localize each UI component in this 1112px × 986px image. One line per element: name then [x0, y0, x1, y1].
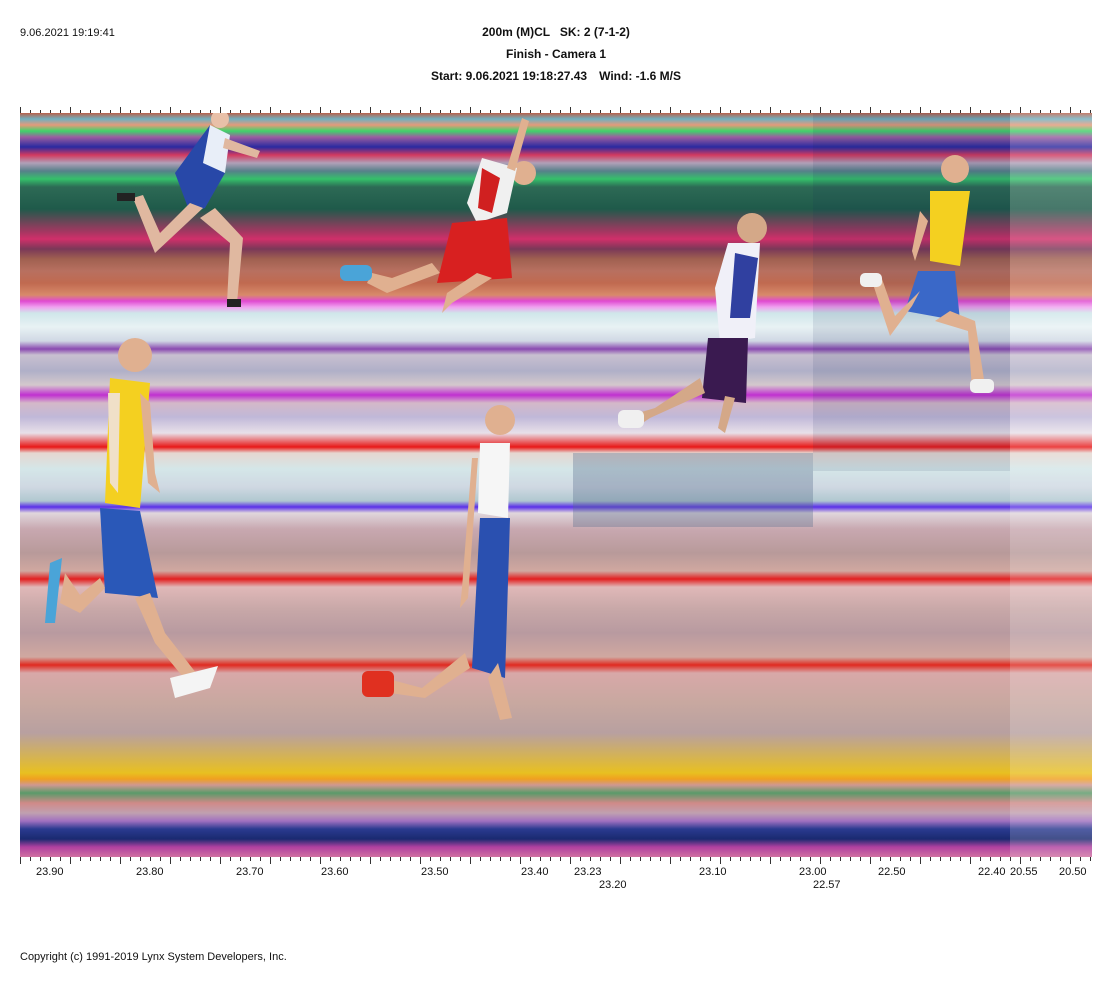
finish-photo[interactable] [20, 113, 1092, 857]
start-wind-line: Start: 9.06.2021 19:18:27.43 Wind: -1.6 M… [0, 69, 1112, 83]
axis-label: 23.50 [421, 866, 449, 878]
runner-red-white-icon[interactable] [332, 113, 542, 323]
axis-label: 20.55 [1010, 866, 1038, 878]
axis-label: 23.23 [574, 866, 602, 878]
axis-label: 22.40 [978, 866, 1006, 878]
axis-label: 22.57 [813, 879, 841, 891]
axis-label: 20.50 [1059, 866, 1087, 878]
photo-segment-shadow [573, 453, 813, 527]
runner-yellow-blue-bottom-icon[interactable] [40, 333, 230, 713]
axis-label: 23.10 [699, 866, 727, 878]
wind-reading: Wind: -1.6 M/S [599, 69, 681, 83]
runner-yellow-top-icon[interactable] [860, 151, 1010, 401]
camera-label: Finish - Camera 1 [505, 47, 607, 61]
runner-blue-white-top-icon[interactable] [115, 113, 275, 313]
runner-white-blue-bottom-icon[interactable] [350, 398, 550, 733]
timestamp: 9.06.2021 19:19:41 [20, 27, 115, 39]
runner-blue-red-white-icon[interactable] [610, 198, 785, 438]
axis-label: 23.20 [599, 879, 627, 891]
axis-label: 23.70 [236, 866, 264, 878]
photo-segment-right [1010, 113, 1092, 857]
start-time: Start: 9.06.2021 19:18:27.43 [431, 69, 588, 83]
axis-label: 23.40 [521, 866, 549, 878]
copyright: Copyright (c) 1991-2019 Lynx System Deve… [20, 951, 287, 963]
axis-label: 23.90 [36, 866, 64, 878]
bottom-time-ruler [20, 857, 1091, 864]
axis-label: 23.80 [136, 866, 164, 878]
race-title: 200m (M)CL SK: 2 (7-1-2) [482, 25, 630, 39]
axis-label: 23.60 [321, 866, 349, 878]
axis-label: 23.00 [799, 866, 827, 878]
axis-label: 22.50 [878, 866, 906, 878]
time-axis-labels: 23.90 23.80 23.70 23.60 23.50 23.40 23.2… [0, 865, 1112, 895]
